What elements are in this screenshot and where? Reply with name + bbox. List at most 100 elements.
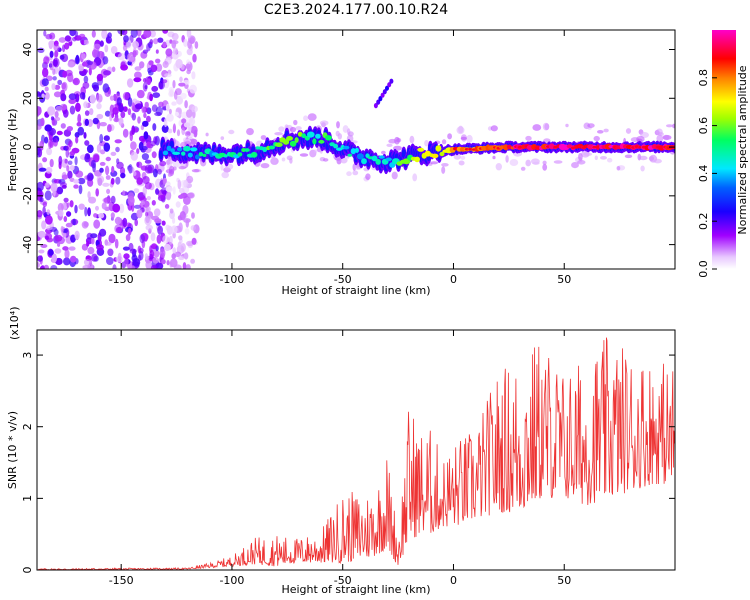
noise-blob bbox=[168, 235, 173, 245]
noise-blob bbox=[54, 116, 61, 122]
band-core bbox=[347, 153, 353, 157]
noise-blob bbox=[152, 123, 157, 131]
noise-blob bbox=[61, 174, 68, 180]
noise-blob bbox=[166, 113, 174, 122]
noise-blob bbox=[191, 237, 197, 245]
noise-blob bbox=[172, 186, 176, 195]
band-core bbox=[162, 150, 169, 156]
band-core bbox=[294, 137, 299, 143]
noise-blob bbox=[69, 30, 76, 37]
noise-blob bbox=[156, 234, 162, 244]
colorbar-label: Normalized spectral amplitude bbox=[736, 65, 749, 234]
noise-blob bbox=[84, 110, 90, 116]
noise-blob bbox=[153, 208, 161, 217]
noise-blob bbox=[82, 265, 91, 269]
noise-blob bbox=[111, 165, 115, 174]
noise-blob bbox=[98, 50, 104, 59]
noise-blob bbox=[82, 81, 90, 89]
noise-blob bbox=[114, 216, 122, 225]
haze-blob bbox=[346, 171, 352, 177]
noise-blob bbox=[168, 108, 172, 115]
noise-blob bbox=[146, 78, 151, 86]
noise-blob bbox=[132, 50, 137, 58]
y-tick-label: 20 bbox=[21, 91, 34, 105]
noise-blob bbox=[50, 265, 58, 269]
noise-blob bbox=[181, 118, 187, 124]
noise-blob bbox=[54, 84, 61, 90]
noise-blob bbox=[58, 155, 63, 166]
band-core bbox=[333, 143, 339, 149]
snr-panel: -150 -100 -50 0 50 0 1 2 3 Height of straight l… bbox=[6, 307, 676, 596]
haze-blob bbox=[165, 169, 173, 174]
colorbar-gradient bbox=[712, 30, 736, 269]
noise-blob bbox=[193, 130, 198, 138]
noise-blob bbox=[67, 61, 75, 68]
noise-blob bbox=[37, 124, 42, 130]
noise-blob bbox=[103, 70, 111, 76]
noise-blob bbox=[180, 92, 187, 100]
noise-blob bbox=[144, 101, 149, 109]
haze-blob bbox=[466, 134, 473, 143]
noise-blob bbox=[83, 101, 89, 109]
haze-blob bbox=[640, 165, 645, 172]
haze-blob bbox=[542, 160, 547, 165]
noise-blob bbox=[127, 195, 135, 206]
noise-blob bbox=[87, 191, 91, 199]
noise-blob bbox=[42, 157, 48, 163]
noise-blob bbox=[191, 105, 198, 113]
noise-blob bbox=[102, 182, 110, 187]
noise-blob bbox=[132, 171, 137, 177]
spectrogram-x-ticks: -150 -100 -50 0 50 bbox=[109, 30, 571, 286]
noise-blob bbox=[122, 92, 130, 101]
noise-blob bbox=[43, 56, 50, 65]
haze-blob bbox=[381, 150, 386, 155]
haze-blob bbox=[662, 135, 672, 140]
noise-blob bbox=[139, 196, 147, 202]
noise-blob bbox=[69, 105, 76, 115]
noise-blob bbox=[86, 240, 90, 247]
noise-blob bbox=[70, 255, 77, 263]
noise-blob bbox=[93, 219, 101, 229]
noise-blob bbox=[84, 206, 88, 217]
noise-blob bbox=[191, 212, 195, 219]
noise-blob bbox=[86, 144, 94, 154]
noise-blob bbox=[184, 100, 188, 109]
haze-blob bbox=[424, 140, 429, 147]
noise-blob bbox=[63, 216, 68, 222]
noise-blob bbox=[113, 117, 120, 123]
noise-blob bbox=[110, 46, 118, 54]
haze-blob bbox=[542, 163, 548, 171]
noise-blob bbox=[108, 233, 116, 244]
noise-blob bbox=[169, 208, 174, 214]
noise-blob bbox=[157, 37, 164, 43]
noise-blob bbox=[177, 241, 182, 249]
haze-blob bbox=[657, 132, 664, 137]
noise-blob bbox=[123, 253, 130, 260]
noise-blob bbox=[43, 264, 50, 269]
haze-blob bbox=[565, 123, 569, 128]
noise-blob bbox=[103, 135, 110, 142]
noise-blob bbox=[86, 174, 90, 181]
noise-blob bbox=[110, 195, 116, 204]
noise-blob bbox=[99, 40, 104, 47]
noise-blob bbox=[145, 211, 149, 217]
noise-blob bbox=[76, 121, 82, 127]
noise-blob bbox=[106, 188, 111, 194]
noise-blob bbox=[78, 184, 83, 195]
noise-blob bbox=[105, 36, 113, 44]
noise-blob bbox=[62, 257, 71, 266]
noise-blob bbox=[183, 38, 188, 47]
haze-blob bbox=[532, 161, 540, 165]
band-core bbox=[170, 148, 175, 153]
noise-blob bbox=[185, 264, 191, 269]
noise-blob bbox=[124, 257, 129, 267]
band-core bbox=[431, 153, 439, 159]
noise-blob bbox=[118, 104, 124, 113]
noise-blob bbox=[175, 201, 181, 208]
noise-blob bbox=[66, 165, 70, 172]
noise-blob bbox=[154, 218, 162, 224]
band-core bbox=[190, 147, 198, 152]
noise-blob bbox=[173, 90, 178, 100]
noise-blob bbox=[106, 257, 114, 265]
noise-blob bbox=[37, 146, 41, 156]
